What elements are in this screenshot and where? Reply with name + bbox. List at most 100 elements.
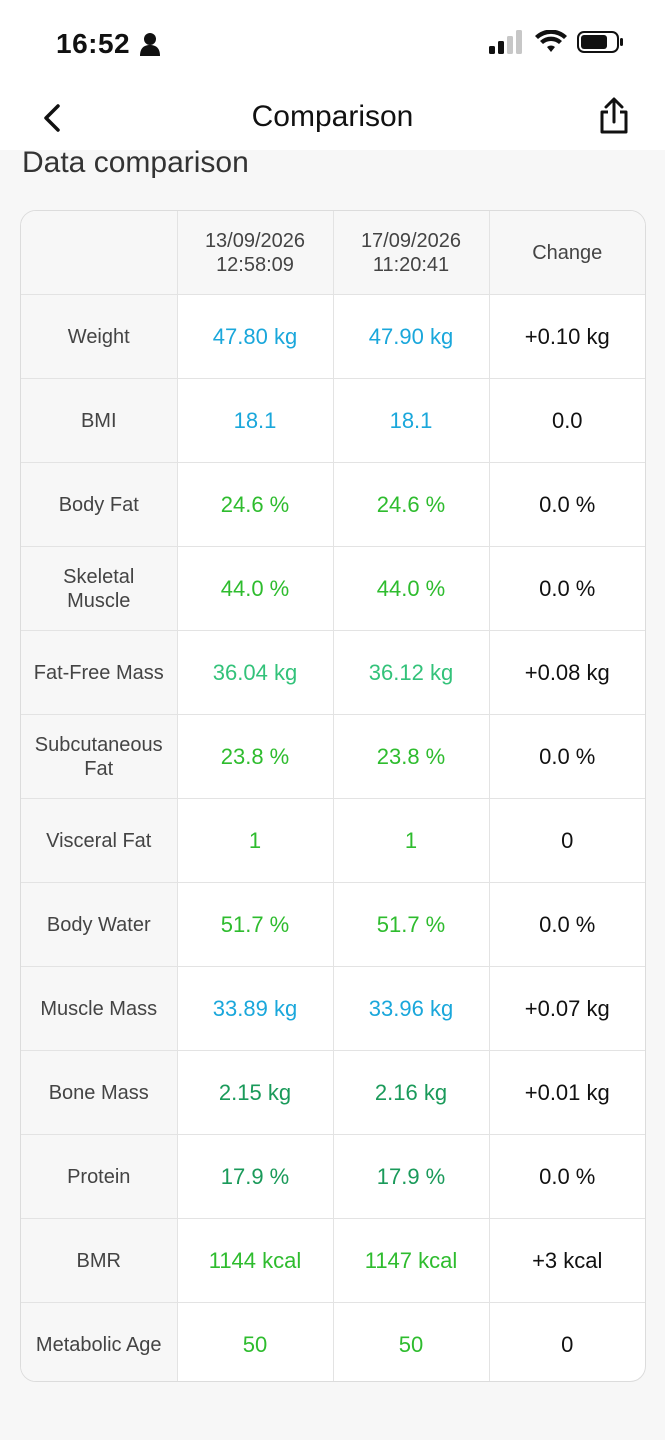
value-cell: 44.0 %	[177, 546, 334, 631]
value-cell: 17.9 %	[177, 1134, 334, 1219]
value-cell: 33.89 kg	[177, 966, 334, 1051]
value-cell: 1147 kcal	[333, 1218, 490, 1303]
row-label: Muscle Mass	[21, 966, 178, 1051]
value-cell: 17.9 %	[333, 1134, 490, 1219]
signal-icon	[489, 30, 525, 59]
person-icon	[140, 32, 160, 61]
status-icons	[489, 29, 625, 59]
header-date-line: 11:20:41	[372, 253, 450, 276]
table-row: Body Water 51.7 % 51.7 % 0.0 %	[21, 882, 645, 967]
value-cell: 18.1	[333, 378, 490, 463]
value-cell: 51.7 %	[177, 882, 334, 967]
change-cell: 0.0 %	[489, 546, 645, 631]
value-cell: 51.7 %	[333, 882, 490, 967]
change-cell: 0.0	[489, 378, 645, 463]
battery-icon	[577, 30, 625, 59]
back-button[interactable]	[36, 102, 68, 134]
row-label-line: Muscle	[67, 589, 131, 612]
header-date-2: 17/09/2026 11:20:41	[333, 211, 490, 295]
value-cell: 47.90 kg	[333, 294, 490, 379]
row-label-line: Weight	[67, 325, 130, 348]
table-row: Subcutaneous Fat 23.8 % 23.8 % 0.0 %	[21, 714, 645, 799]
header-date-line: 17/09/2026	[360, 229, 462, 252]
table-row: Muscle Mass 33.89 kg 33.96 kg +0.07 kg	[21, 966, 645, 1051]
change-cell: 0	[489, 798, 645, 883]
change-cell: +0.10 kg	[489, 294, 645, 379]
value-cell: 24.6 %	[177, 462, 334, 547]
status-time: 16:52	[56, 28, 131, 59]
row-label: Skeletal Muscle	[21, 546, 178, 631]
row-label-line: Bone Mass	[48, 1081, 149, 1104]
change-cell: +3 kcal	[489, 1218, 645, 1303]
row-label: Body Water	[21, 882, 178, 967]
table-row: Fat-Free Mass 36.04 kg 36.12 kg +0.08 kg	[21, 630, 645, 715]
value-cell: 23.8 %	[177, 714, 334, 799]
row-label: Weight	[21, 294, 178, 379]
row-label-line: Skeletal	[63, 565, 135, 588]
row-label-line: Muscle Mass	[40, 997, 158, 1020]
change-cell: 0.0 %	[489, 882, 645, 967]
row-label: Body Fat	[21, 462, 178, 547]
header-date-line: 12:58:09	[216, 253, 294, 276]
header-change: Change	[489, 211, 645, 295]
row-label-line: Fat-Free Mass	[33, 661, 164, 684]
row-label-line: BMR	[76, 1249, 121, 1272]
row-label-line: Visceral Fat	[46, 829, 152, 852]
row-label: Subcutaneous Fat	[21, 714, 178, 799]
share-icon	[600, 97, 628, 134]
value-cell: 47.80 kg	[177, 294, 334, 379]
chevron-left-icon	[44, 104, 60, 132]
row-label: Bone Mass	[21, 1050, 178, 1135]
row-label-line: Fat	[84, 757, 114, 780]
row-label-line: Body Fat	[58, 493, 139, 516]
value-cell: 36.04 kg	[177, 630, 334, 715]
table-row: Skeletal Muscle 44.0 % 44.0 % 0.0 %	[21, 546, 645, 631]
table-row: Bone Mass 2.15 kg 2.16 kg +0.01 kg	[21, 1050, 645, 1135]
section-title: Data comparison	[22, 146, 249, 179]
row-label: Protein	[21, 1134, 178, 1219]
table-row: BMI 18.1 18.1 0.0	[21, 378, 645, 463]
value-cell: 1	[177, 798, 334, 883]
row-label-line: Body Water	[46, 913, 151, 936]
change-cell: 0.0 %	[489, 1134, 645, 1219]
row-label: BMI	[21, 378, 178, 463]
table-row: Metabolic Age 50 50 0	[21, 1302, 645, 1381]
share-button[interactable]	[597, 96, 631, 136]
value-cell: 36.12 kg	[333, 630, 490, 715]
row-label: Metabolic Age	[21, 1302, 178, 1381]
value-cell: 2.16 kg	[333, 1050, 490, 1135]
table-row: Weight 47.80 kg 47.90 kg +0.10 kg	[21, 294, 645, 379]
row-label-line: Subcutaneous	[34, 733, 163, 756]
change-cell: +0.08 kg	[489, 630, 645, 715]
value-cell: 50	[177, 1302, 334, 1381]
value-cell: 23.8 %	[333, 714, 490, 799]
row-label: Visceral Fat	[21, 798, 178, 883]
value-cell: 1144 kcal	[177, 1218, 334, 1303]
status-bar: 16:52	[0, 0, 665, 90]
row-label-line: Protein	[67, 1165, 131, 1188]
comparison-table: 13/09/2026 12:58:09 17/09/2026 11:20:41 Ch…	[20, 210, 646, 1382]
table-row: Protein 17.9 % 17.9 % 0.0 %	[21, 1134, 645, 1219]
table-header-row: 13/09/2026 12:58:09 17/09/2026 11:20:41 Ch…	[21, 211, 645, 295]
table-row: BMR 1144 kcal 1147 kcal +3 kcal	[21, 1218, 645, 1303]
change-cell: +0.01 kg	[489, 1050, 645, 1135]
value-cell: 50	[333, 1302, 490, 1381]
wifi-icon	[535, 29, 567, 59]
nav-bar: Comparison	[0, 90, 665, 150]
header-empty	[21, 211, 178, 295]
value-cell: 1	[333, 798, 490, 883]
change-cell: 0.0 %	[489, 462, 645, 547]
change-cell: 0	[561, 1331, 574, 1357]
header-date-line: 13/09/2026	[204, 229, 306, 252]
change-cell: +0.07 kg	[489, 966, 645, 1051]
table-row: Visceral Fat 1 1 0	[21, 798, 645, 883]
value-cell: 2.15 kg	[177, 1050, 334, 1135]
value-cell: 44.0 %	[333, 546, 490, 631]
row-label-line: BMI	[80, 409, 117, 432]
value-cell: 33.96 kg	[333, 966, 490, 1051]
table-row: Body Fat 24.6 % 24.6 % 0.0 %	[21, 462, 645, 547]
header-date-1: 13/09/2026 12:58:09	[177, 211, 334, 295]
row-label: BMR	[21, 1218, 178, 1303]
row-label: Fat-Free Mass	[21, 630, 178, 715]
change-cell: 0.0 %	[489, 714, 645, 799]
